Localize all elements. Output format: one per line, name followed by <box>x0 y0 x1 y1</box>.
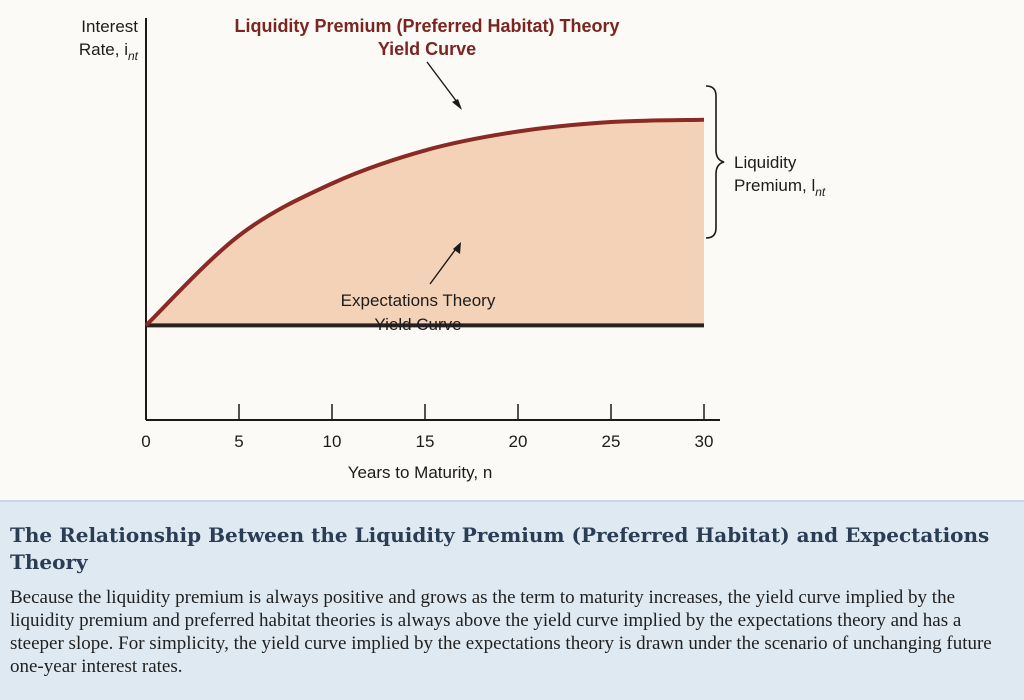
liquidity-premium-curve <box>144 117 705 327</box>
x-axis-ticks: 0 5 10 15 20 25 30 <box>141 404 713 451</box>
liquidity-curve-label-line2: Yield Curve <box>378 39 476 59</box>
x-tick-label-20: 20 <box>509 432 528 451</box>
expectations-curve-label: Expectations Theory <box>341 291 496 310</box>
y-axis-label-line2: Rate, int <box>79 40 139 63</box>
liquidity-premium-bracket <box>705 85 725 239</box>
liquidity-curve-arrow <box>426 61 462 110</box>
liquidity-premium-label: Liquidity <box>734 153 797 172</box>
x-tick-label-15: 15 <box>416 432 435 451</box>
x-axis-label: Years to Maturity, n <box>348 463 493 482</box>
caption-title: The Relationship Between the Liquidity P… <box>10 523 990 574</box>
x-tick-label-0: 0 <box>141 432 150 451</box>
y-axis-label: Interest <box>81 17 138 36</box>
x-tick-label-10: 10 <box>323 432 342 451</box>
liquidity-premium-label-line2: Premium, lnt <box>734 176 826 199</box>
x-tick-label-30: 30 <box>695 432 714 451</box>
liquidity-curve-label: Liquidity Premium (Preferred Habitat) Th… <box>234 16 619 36</box>
x-tick-label-5: 5 <box>234 432 243 451</box>
caption-body: Because the liquidity premium is always … <box>10 587 992 677</box>
yield-curve-chart: 0 5 10 15 20 25 30 Interest Rate, int Liquidit… <box>79 16 826 482</box>
x-tick-label-25: 25 <box>602 432 621 451</box>
expectations-curve-arrow <box>429 242 461 285</box>
expectations-curve-label-line2: Yield Curve <box>374 315 461 334</box>
figure-area: 0 5 10 15 20 25 30 Interest Rate, int Liquidit… <box>78 16 826 482</box>
figure-caption: The Relationship Between the Liquidity P… <box>0 500 1024 700</box>
liquidity-premium-area <box>146 119 704 326</box>
